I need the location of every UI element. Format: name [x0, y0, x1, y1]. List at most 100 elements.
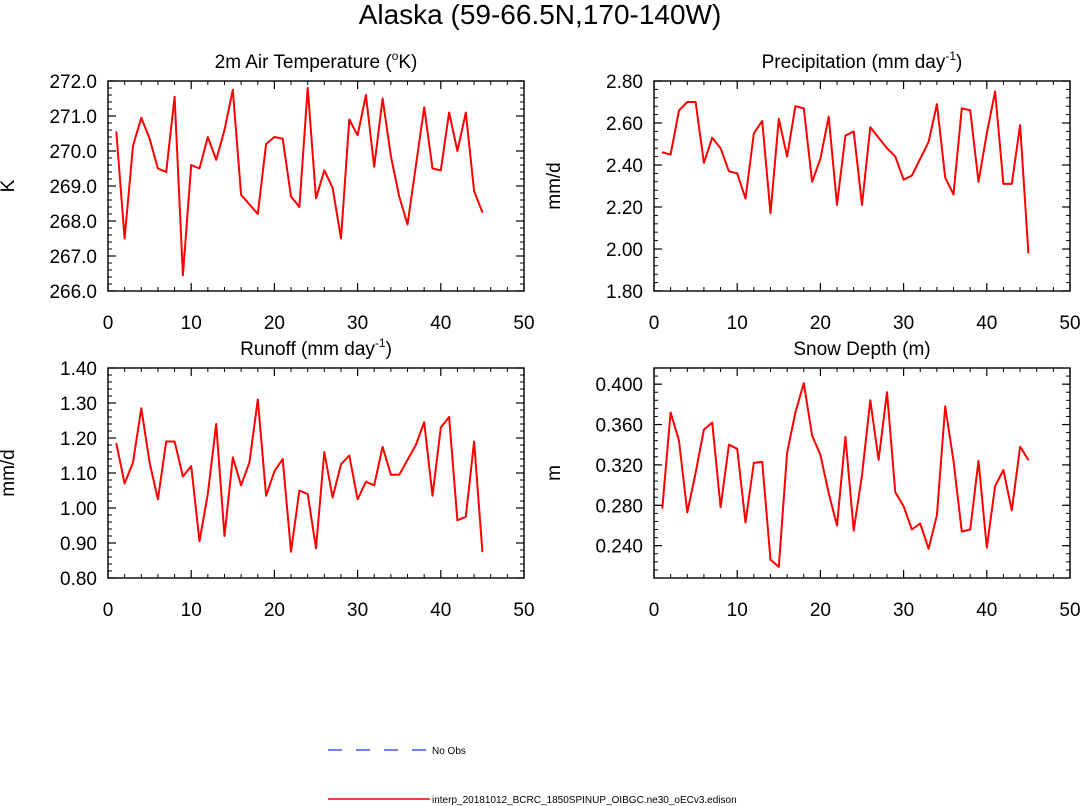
precip-series-line: [662, 90, 1030, 254]
precip-data-point: [819, 158, 822, 160]
snow-depth-title-main: Snow Depth (m): [793, 339, 930, 360]
precip-data-point: [720, 147, 722, 149]
air-temp-xtick-label: 20: [264, 313, 285, 334]
snow-depth-data-point: [736, 448, 738, 450]
runoff-data-point: [132, 461, 134, 464]
air-temp-title-main: 2m Air Temperature (: [215, 52, 393, 73]
runoff-data-point: [357, 498, 359, 500]
precip-data-point: [936, 103, 938, 105]
runoff-data-point: [115, 442, 117, 444]
air-temp-data-point: [182, 274, 184, 276]
air-temp-data-point: [298, 206, 300, 208]
air-temp-data-point: [190, 164, 192, 166]
runoff-data-point: [282, 458, 284, 460]
precip-data-point: [961, 107, 963, 109]
precip-data-point: [736, 172, 738, 174]
runoff-data-point: [290, 551, 292, 553]
runoff-data-point: [223, 535, 226, 537]
snow-depth-data-point: [853, 529, 855, 532]
precip-xtick-label: 20: [810, 313, 831, 334]
runoff-ytick-label: 1.00: [60, 499, 97, 520]
runoff-title-main: Runoff (mm day: [240, 339, 375, 360]
precip-xtick-label: 10: [727, 313, 748, 334]
air-temp-xtick-label: 10: [181, 313, 202, 334]
snow-depth-data-point: [894, 491, 896, 493]
air-temp-ylabel: K: [0, 179, 19, 192]
snow-depth-data-point: [794, 411, 797, 413]
runoff-data-point: [174, 440, 176, 443]
precip-data-point: [803, 107, 805, 109]
air-temp-xtick-label: 50: [513, 313, 534, 334]
precip-ytick-label: 2.20: [606, 198, 643, 219]
air-temp-ytick-label: 272.0: [49, 72, 97, 93]
air-temp-data-point: [273, 136, 275, 138]
precip-data-point: [1011, 183, 1013, 185]
snow-depth-data-point: [778, 566, 780, 568]
runoff-data-point: [257, 398, 259, 401]
snow-depth-ylabel: m: [544, 465, 565, 481]
precip-title: Precipitation (mm day-1): [762, 49, 963, 73]
snow-depth-data-point: [711, 421, 713, 424]
snow-depth-ytick-label: 0.240: [595, 537, 643, 558]
precip-data-point: [828, 116, 830, 118]
snow-depth-data-point: [670, 411, 672, 413]
snow-depth-data-point: [811, 435, 813, 437]
snow-depth-data-point: [844, 436, 847, 438]
runoff-data-point: [382, 446, 384, 448]
runoff-data-point: [207, 493, 209, 495]
air-temp-data-point: [332, 187, 334, 189]
precip-data-point: [894, 156, 896, 158]
legend-label-no-obs: No Obs: [432, 746, 466, 757]
air-temp-data-point: [398, 195, 400, 198]
runoff-xtick-label: 0: [103, 600, 114, 621]
snow-depth-data-point: [1027, 459, 1029, 461]
air-temp-data-point: [174, 96, 176, 98]
precip-data-point: [794, 105, 797, 107]
air-temp-data-point: [115, 131, 117, 133]
snow-depth-data-point: [836, 524, 838, 527]
precip-data-point: [928, 141, 930, 143]
runoff-data-point: [415, 444, 417, 446]
snow-depth-data-point: [728, 444, 730, 446]
snow-depth-data-point: [886, 391, 888, 393]
precip-frame: [653, 80, 1071, 292]
air-temp-data-point: [240, 194, 242, 196]
runoff-data-point: [298, 489, 300, 492]
runoff-xtick-label: 50: [513, 600, 534, 621]
precip-data-point: [853, 130, 855, 132]
snow-depth-data-point: [803, 382, 805, 384]
air-temp-data-point: [165, 171, 167, 173]
air-temp-ytick-label: 270.0: [49, 142, 97, 163]
precip-ytick-label: 1.80: [606, 282, 643, 303]
air-temp-ytick-label: 268.0: [49, 212, 97, 233]
precip-ylabel: mm/d: [544, 162, 565, 210]
runoff-data-point: [248, 461, 250, 464]
snow-depth-data-point: [703, 429, 705, 431]
runoff-ytick-label: 1.10: [60, 464, 97, 485]
page-title: Alaska (59-66.5N,170-140W): [359, 0, 722, 30]
snow-depth-data-point: [911, 528, 913, 531]
snow-depth-data-point: [819, 454, 822, 456]
runoff-data-point: [348, 454, 350, 457]
snow-depth-data-point: [761, 461, 763, 463]
air-temp-data-point: [481, 211, 483, 213]
precip-data-point: [811, 181, 813, 183]
precip-data-point: [711, 137, 713, 139]
runoff-ytick-label: 0.80: [60, 569, 97, 590]
air-temp-data-point: [373, 166, 375, 168]
precip-data-point: [952, 193, 955, 195]
air-temp-xtick-label: 0: [103, 313, 114, 334]
runoff-data-point: [481, 551, 483, 553]
runoff-xtick-label: 40: [430, 600, 451, 621]
runoff-data-point: [149, 461, 151, 464]
air-temp-data-point: [440, 169, 442, 171]
chart-panel-runoff: Runoff (mm day-1) mm/d 0 10 20 30 40 50 0.80 0.90…: [0, 336, 535, 621]
chart-panel-air-temperature: 2m Air Temperature (oK) K 0 10 20 30 40 50 266.0…: [0, 49, 535, 334]
air-temp-data-point: [315, 197, 317, 199]
legend: No Obs interp_20181012_BCRC_1850SPINUP_O…: [328, 746, 737, 806]
precip-data-point: [886, 147, 888, 149]
precip-title-sup: -1: [945, 49, 956, 63]
precip-data-point: [744, 198, 747, 200]
snow-depth-data-point: [744, 521, 747, 524]
